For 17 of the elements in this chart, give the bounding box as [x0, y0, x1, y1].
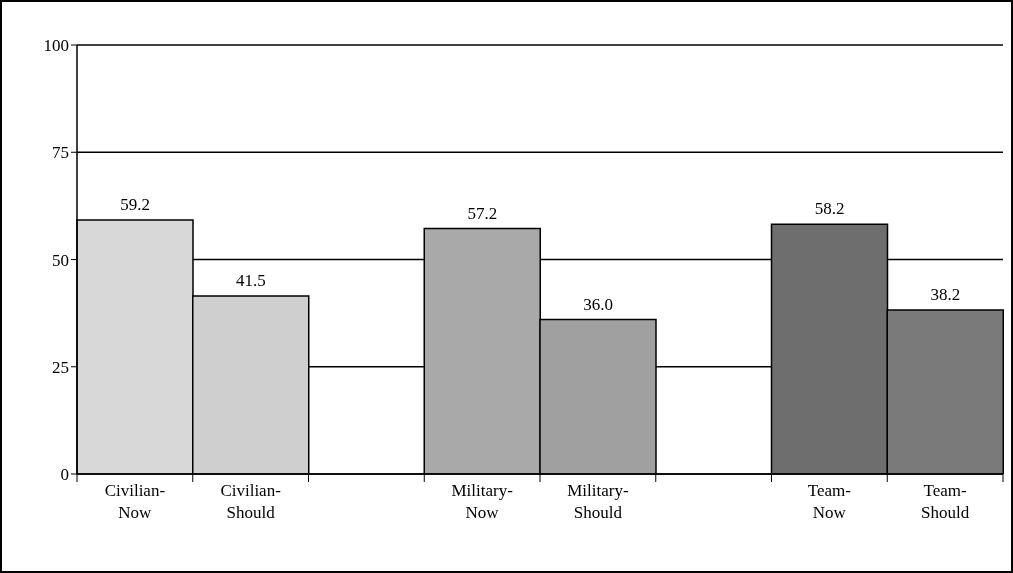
- y-tick-label: 75: [52, 143, 69, 163]
- data-label: 59.2: [120, 195, 150, 215]
- x-tick-label: Team-Should: [921, 481, 970, 522]
- y-tick-label: 25: [52, 357, 69, 377]
- data-label: 58.2: [814, 199, 845, 219]
- data-label: 41.5: [235, 270, 266, 290]
- y-tick-label: 100: [43, 36, 69, 56]
- x-tick-label: Military-Should: [567, 481, 629, 522]
- x-tick-label: Military-Now: [451, 481, 514, 522]
- x-tick-label: Team-Now: [807, 481, 852, 522]
- data-label: 57.2: [467, 203, 498, 223]
- y-tick-label: 50: [52, 250, 69, 270]
- data-label: 38.2: [930, 285, 961, 305]
- x-tick-label: Civilian-Should: [220, 481, 282, 522]
- data-label: 36.0: [583, 294, 613, 314]
- y-tick-label: 0: [60, 465, 69, 485]
- x-tick-label: Civilian-Now: [104, 481, 166, 522]
